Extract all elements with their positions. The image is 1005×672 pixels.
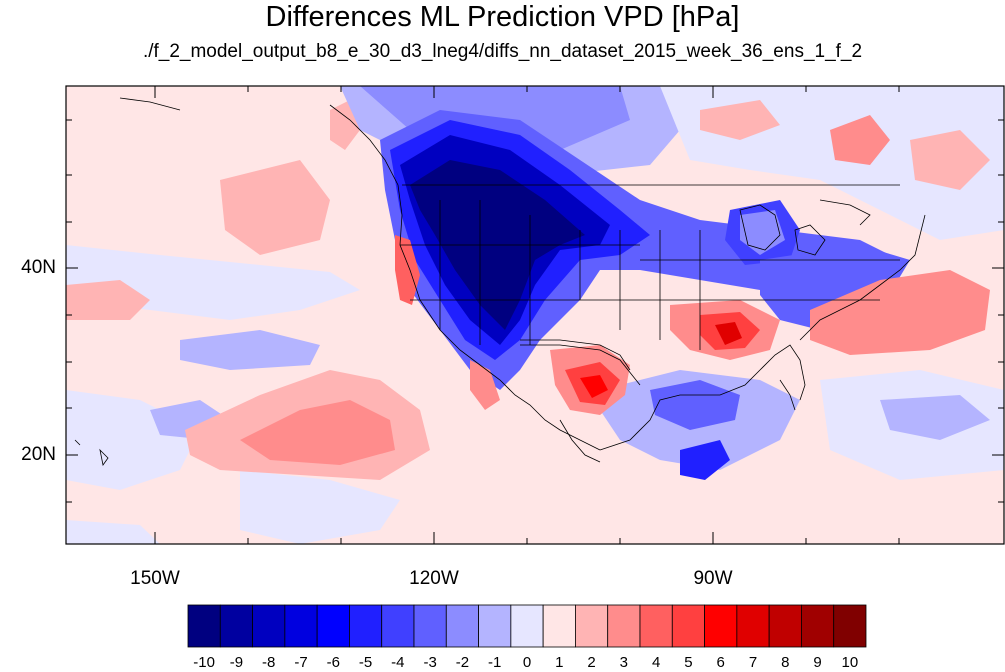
colorbar-label: 8 xyxy=(781,654,790,671)
colorbar-swatch xyxy=(704,604,738,648)
lat-label-20n: 20N xyxy=(21,444,56,465)
colorbar-swatch xyxy=(349,604,383,648)
colorbar-swatch xyxy=(187,604,221,648)
colorbar-label: -2 xyxy=(455,654,470,671)
colorbar-swatch xyxy=(671,604,705,648)
colorbar-swatch xyxy=(736,604,770,648)
lat-label-40n: 40N xyxy=(21,257,56,278)
colorbar-label: -1 xyxy=(488,654,502,671)
colorbar-label: 0 xyxy=(522,654,532,671)
colorbar-label: 9 xyxy=(813,654,822,671)
colorbar-swatch xyxy=(316,604,350,648)
colorbar-label: -6 xyxy=(326,654,340,671)
colorbar-swatch xyxy=(607,604,641,648)
colorbar-label: 3 xyxy=(619,654,629,671)
colorbar-label: 10 xyxy=(841,654,859,671)
colorbar-swatch xyxy=(542,604,576,648)
colorbar-swatch xyxy=(833,604,867,648)
colorbar-swatch xyxy=(445,604,479,648)
colorbar-label: -4 xyxy=(391,654,405,671)
colorbar-label: 6 xyxy=(716,654,725,671)
map-ticks xyxy=(66,86,1004,544)
colorbar-swatch xyxy=(219,604,253,648)
colorbar-swatch xyxy=(284,604,318,648)
vpd-difference-field xyxy=(66,86,1004,544)
page-subtitle: ./f_2_model_output_b8_e_30_d3_lneg4/diff… xyxy=(142,41,863,62)
colorbar-label: -8 xyxy=(262,654,276,671)
lon-label-90w: 90W xyxy=(693,568,733,589)
colorbar-swatch xyxy=(478,604,512,648)
colorbar-label: -10 xyxy=(193,654,215,671)
colorbar-swatch xyxy=(801,604,835,648)
colorbar-label: 1 xyxy=(555,654,564,671)
colorbar-swatch xyxy=(768,604,802,648)
colorbar-label: -3 xyxy=(423,654,437,671)
colorbar-label: -9 xyxy=(229,654,244,671)
colorbar-label: 4 xyxy=(651,654,661,671)
colorbar-swatch xyxy=(413,604,447,648)
colorbar-label: 7 xyxy=(748,654,758,671)
colorbar-swatch xyxy=(252,604,286,648)
lon-label-120w: 120W xyxy=(409,568,459,589)
colorbar xyxy=(187,604,867,648)
colorbar-swatch xyxy=(639,604,673,648)
colorbar-swatch xyxy=(510,604,544,648)
colorbar-label: 5 xyxy=(684,654,693,671)
page-title: Differences ML Prediction VPD [hPa] xyxy=(265,1,740,33)
colorbar-swatch xyxy=(381,604,415,648)
colorbar-label: 2 xyxy=(587,654,596,671)
colorbar-swatch xyxy=(575,604,609,648)
colorbar-label: -5 xyxy=(358,654,373,671)
colorbar-label: -7 xyxy=(294,654,308,671)
lon-label-150w: 150W xyxy=(130,568,180,589)
